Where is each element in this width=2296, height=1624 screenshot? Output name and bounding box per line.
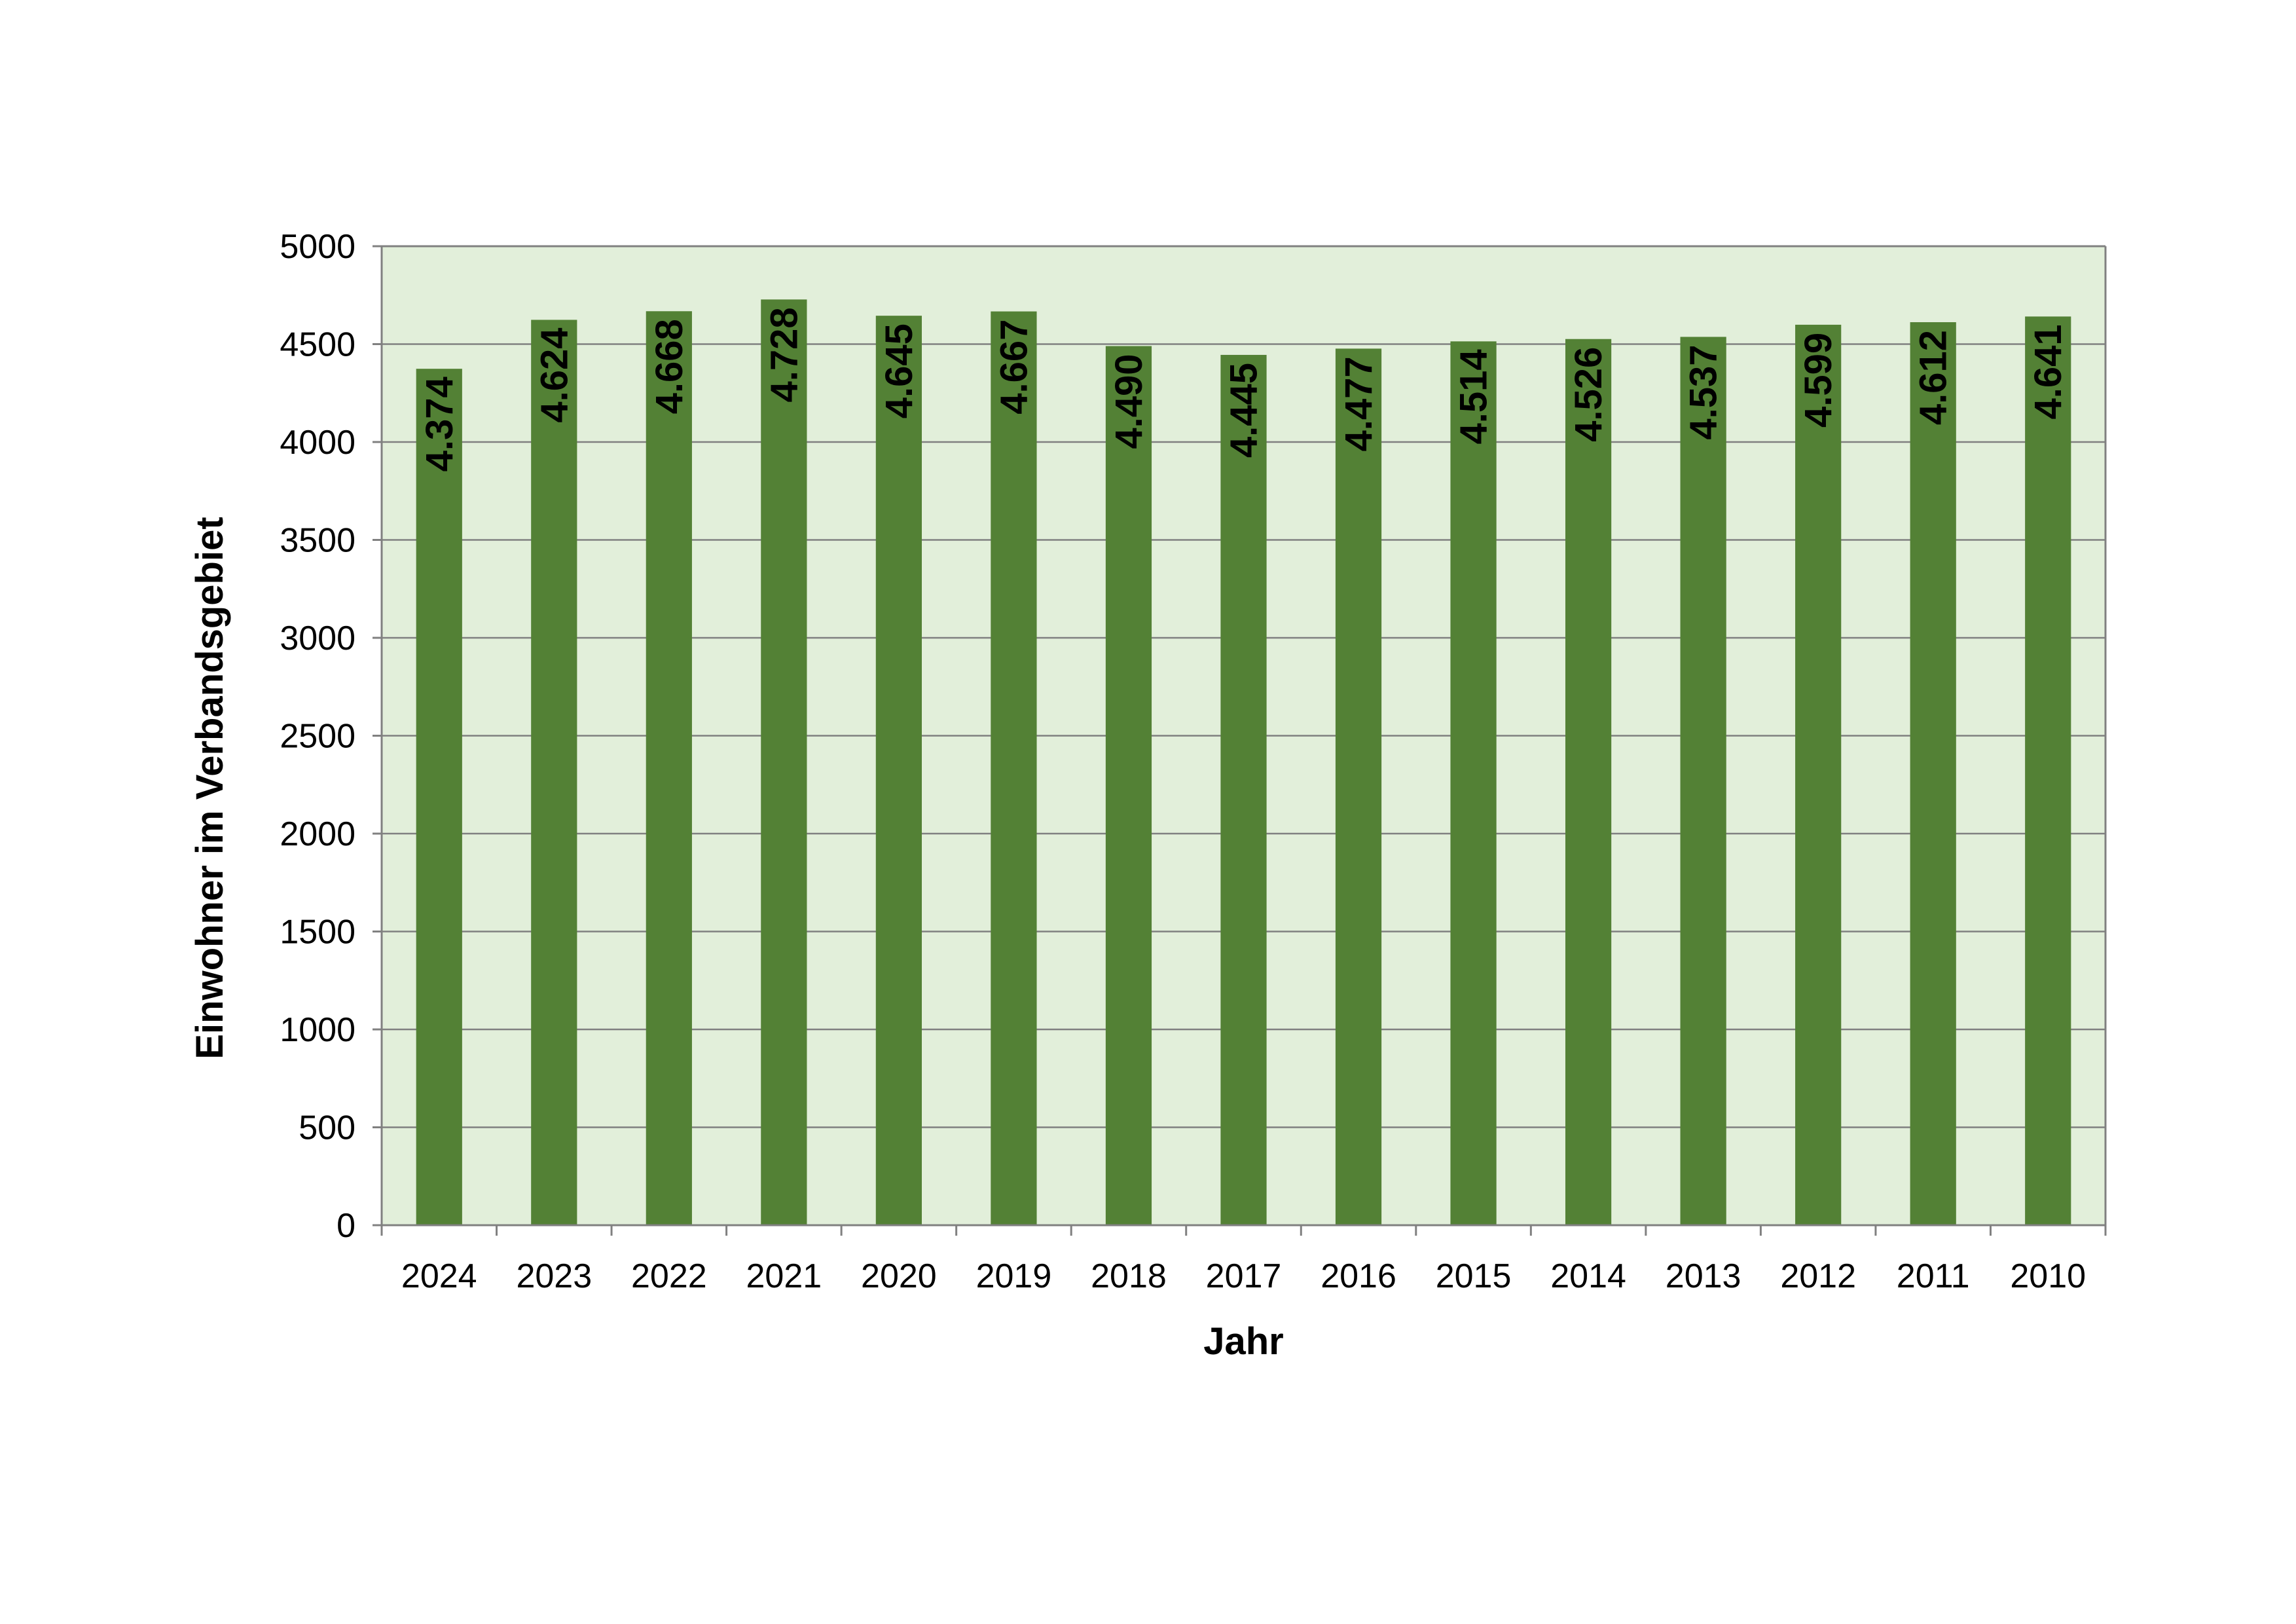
data-label: 4.477 bbox=[1338, 356, 1380, 451]
bar-2010 bbox=[2025, 316, 2071, 1225]
data-label: 4.645 bbox=[878, 323, 920, 418]
bars bbox=[416, 299, 2071, 1226]
bar-2012 bbox=[1795, 324, 1842, 1226]
y-tick-label: 0 bbox=[337, 1207, 355, 1245]
x-tick-label: 2017 bbox=[1206, 1257, 1282, 1295]
data-label: 4.728 bbox=[763, 307, 805, 402]
x-tick-label: 2021 bbox=[746, 1257, 822, 1295]
bar-2022 bbox=[646, 311, 692, 1225]
data-label: 4.667 bbox=[993, 320, 1035, 415]
bar-2020 bbox=[875, 316, 922, 1225]
bar-2018 bbox=[1105, 346, 1152, 1225]
data-label: 4.514 bbox=[1453, 349, 1495, 444]
data-label: 4.445 bbox=[1223, 363, 1266, 458]
bar-2011 bbox=[1910, 322, 1956, 1226]
x-tick-labels: 2024 2023 2022 2021 2020 2019 2018 2017 2016 2015… bbox=[401, 1257, 2086, 1295]
x-tick-label: 2012 bbox=[1780, 1257, 1856, 1295]
y-tick-label: 1000 bbox=[280, 1011, 355, 1049]
y-tick-label: 2000 bbox=[280, 815, 355, 853]
x-tick-label: 2022 bbox=[631, 1257, 707, 1295]
x-tick-label: 2011 bbox=[1897, 1257, 1970, 1295]
x-tick-label: 2019 bbox=[976, 1257, 1052, 1295]
data-label: 4.490 bbox=[1108, 354, 1150, 449]
data-label: 4.374 bbox=[418, 377, 461, 471]
bar-2023 bbox=[531, 320, 577, 1225]
y-tick-labels: 0 500 1000 1500 2000 2500 3000 3500 4000 4500 5000 bbox=[280, 228, 355, 1245]
bar-2017 bbox=[1220, 354, 1267, 1225]
x-tick-label: 2013 bbox=[1666, 1257, 1741, 1295]
bar-2021 bbox=[761, 299, 807, 1225]
y-tick-label: 4500 bbox=[280, 326, 355, 364]
x-tick-label: 2010 bbox=[2010, 1257, 2086, 1295]
bar-2015 bbox=[1450, 341, 1497, 1226]
bar-2019 bbox=[991, 311, 1037, 1225]
x-tick-label: 2018 bbox=[1091, 1257, 1167, 1295]
data-label: 4.599 bbox=[1797, 333, 1840, 428]
bar-2024 bbox=[416, 369, 462, 1225]
x-tick-label: 2015 bbox=[1436, 1257, 1512, 1295]
x-tick-label: 2016 bbox=[1321, 1257, 1396, 1295]
data-label: 4.624 bbox=[533, 327, 575, 422]
data-labels: 4.374 4.624 4.668 4.728 4.645 4.667 4.490 4.445… bbox=[418, 307, 2069, 471]
bar-2013 bbox=[1680, 337, 1726, 1225]
y-tick-label: 3500 bbox=[280, 522, 355, 560]
x-tick-label: 2014 bbox=[1550, 1257, 1626, 1295]
x-axis-title: Jahr bbox=[1203, 1320, 1284, 1363]
y-tick-label: 5000 bbox=[280, 228, 355, 266]
x-tick-label: 2020 bbox=[861, 1257, 937, 1295]
bar-2016 bbox=[1335, 348, 1382, 1226]
data-label: 4.641 bbox=[2027, 324, 2069, 419]
y-tick-label: 3000 bbox=[280, 619, 355, 657]
y-tick-label: 4000 bbox=[280, 424, 355, 462]
data-label: 4.526 bbox=[1567, 347, 1610, 442]
y-tick-label: 500 bbox=[299, 1109, 355, 1147]
axes bbox=[373, 245, 2107, 1236]
data-label: 4.537 bbox=[1683, 344, 1725, 439]
y-tick-label: 2500 bbox=[280, 718, 355, 756]
y-tick-label: 1500 bbox=[280, 913, 355, 951]
bar-2014 bbox=[1565, 339, 1612, 1225]
x-tick-label: 2024 bbox=[401, 1257, 477, 1295]
data-label: 4.612 bbox=[1912, 330, 1955, 425]
y-axis-title: Einwohner im Verbandsgebiet bbox=[189, 517, 231, 1059]
x-tick-label: 2023 bbox=[516, 1257, 592, 1295]
data-label: 4.668 bbox=[648, 319, 691, 414]
